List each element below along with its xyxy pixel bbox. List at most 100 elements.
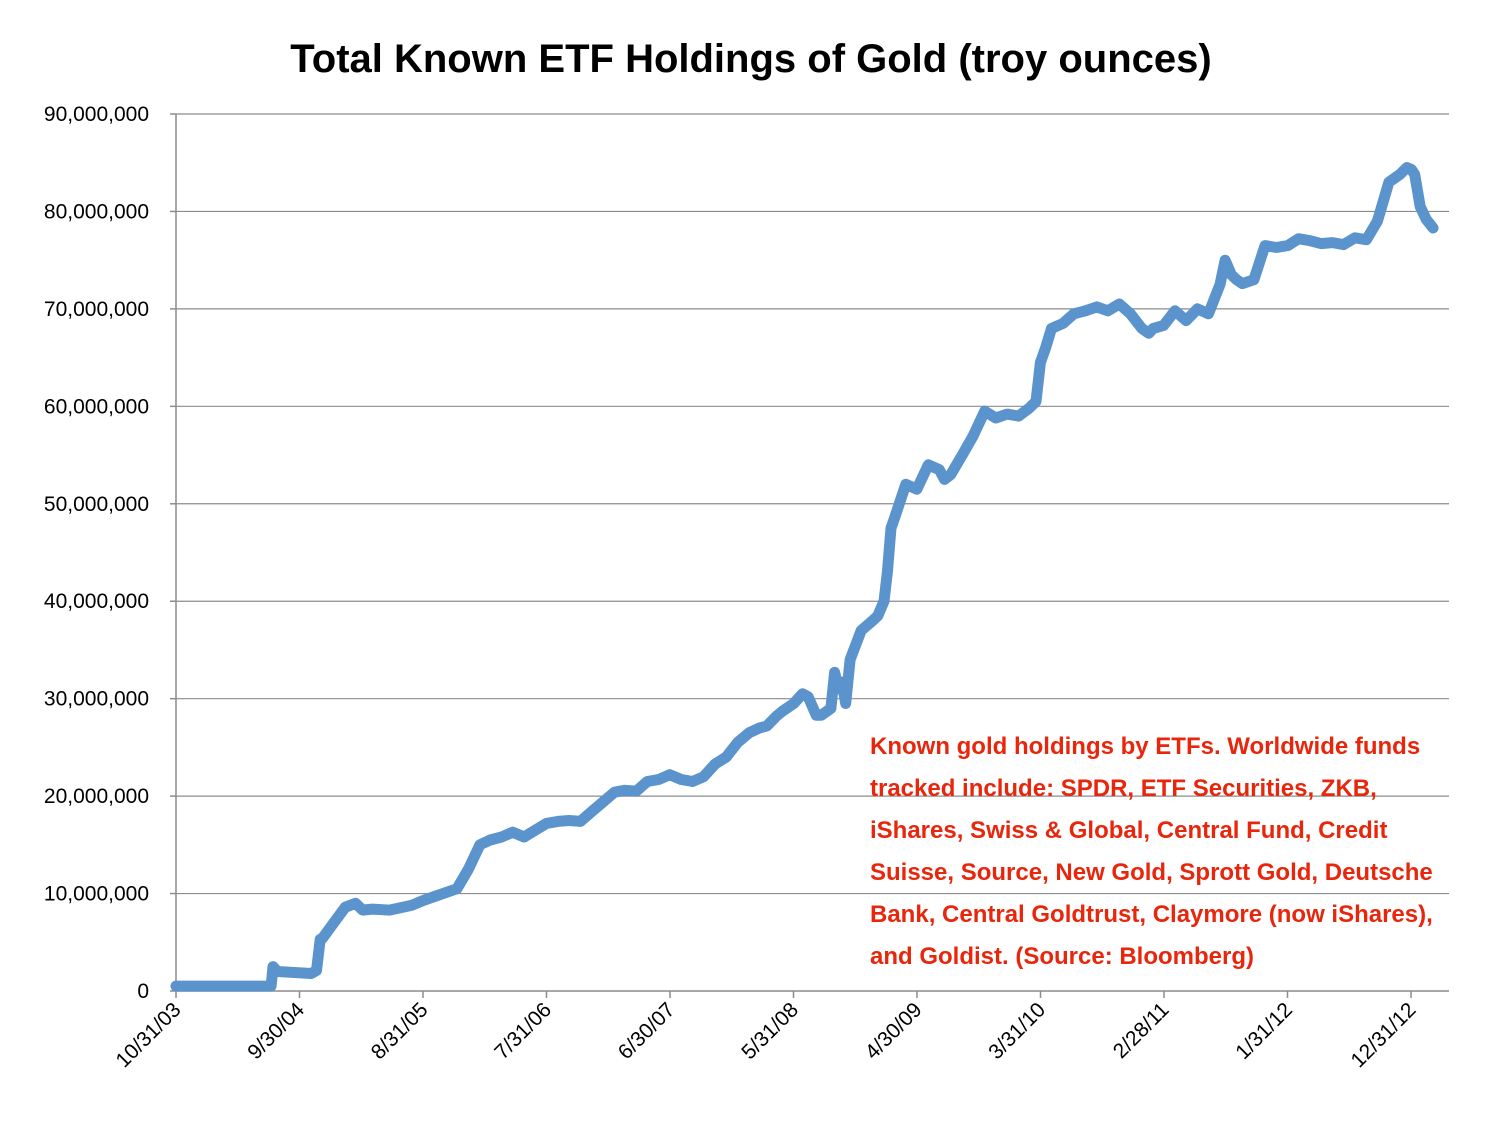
data-point <box>1094 304 1099 309</box>
data-point <box>1341 242 1346 247</box>
data-point <box>875 613 880 618</box>
data-point <box>1375 219 1380 224</box>
y-tick-label: 30,000,000 <box>44 688 149 711</box>
data-point <box>533 828 538 833</box>
data-point <box>1409 167 1414 172</box>
x-tick-label: 8/31/05 <box>367 998 433 1064</box>
x-tick-label: 12/31/12 <box>1346 998 1420 1072</box>
data-point <box>832 670 837 675</box>
data-point <box>421 898 426 903</box>
data-point <box>1263 243 1267 248</box>
data-point <box>174 984 178 989</box>
data-point <box>370 907 375 912</box>
data-point <box>892 516 897 521</box>
data-point <box>701 774 706 779</box>
data-point <box>271 964 275 969</box>
data-point <box>757 725 762 730</box>
data-point <box>903 482 908 487</box>
data-point <box>477 842 482 847</box>
data-point <box>612 790 617 795</box>
y-tick-label: 50,000,000 <box>44 493 149 516</box>
x-tick-label: 10/31/03 <box>111 998 185 1072</box>
data-point <box>634 789 639 794</box>
y-tick-label: 0 <box>137 980 149 1003</box>
data-point <box>806 694 811 699</box>
data-point <box>320 936 325 941</box>
x-tick-label: 5/31/08 <box>737 998 803 1064</box>
data-point <box>1195 306 1200 311</box>
data-point <box>870 618 875 623</box>
data-point <box>1117 302 1122 306</box>
data-point <box>942 477 947 482</box>
data-point <box>1105 308 1110 313</box>
data-point <box>780 709 785 714</box>
data-point <box>814 713 819 718</box>
data-point <box>713 762 718 766</box>
data-point <box>1424 217 1429 222</box>
data-point <box>544 821 549 826</box>
data-point <box>1319 241 1323 246</box>
data-point <box>1016 414 1021 419</box>
data-point <box>1285 243 1290 248</box>
data-point <box>1083 308 1088 313</box>
data-point <box>960 453 965 458</box>
chart-annotation: Known gold holdings by ETFs. Worldwide f… <box>870 733 1433 970</box>
data-point <box>645 779 650 784</box>
y-tick-label: 40,000,000 <box>44 590 149 613</box>
data-point <box>1404 165 1409 170</box>
data-point <box>601 800 605 804</box>
data-point <box>982 409 987 414</box>
data-point <box>622 788 627 793</box>
data-point <box>679 777 684 782</box>
data-point <box>466 867 471 872</box>
data-point <box>828 706 833 711</box>
data-point <box>353 901 358 906</box>
data-point <box>331 920 336 925</box>
y-axis-tick-labels: 0 10,000,000 20,000,000 30,000,000 40,000,00… <box>44 103 149 1003</box>
data-point <box>1240 281 1245 286</box>
y-tick-label: 80,000,000 <box>44 200 149 223</box>
y-tick-label: 70,000,000 <box>44 298 149 321</box>
data-point <box>1418 204 1423 209</box>
data-point <box>1223 258 1228 263</box>
data-point <box>1251 277 1256 282</box>
chart-title: Total Known ETF Holdings of Gold (troy o… <box>290 37 1211 81</box>
x-tick-label: 7/31/06 <box>490 998 556 1064</box>
data-point <box>1027 406 1031 411</box>
data-point <box>800 691 805 696</box>
data-point <box>1386 180 1391 185</box>
data-point <box>275 969 280 974</box>
data-point <box>1151 326 1156 331</box>
data-point <box>510 830 515 835</box>
data-point <box>1274 245 1279 250</box>
data-point <box>971 433 976 438</box>
data-point <box>882 599 886 604</box>
y-tick-label: 60,000,000 <box>44 395 149 418</box>
x-tick-label: 4/30/09 <box>861 998 927 1064</box>
x-axis-tick-labels: 10/31/03 9/30/04 8/31/05 7/31/06 6/30/07 5/31… <box>111 998 1420 1072</box>
data-point <box>774 714 779 719</box>
data-point <box>885 570 890 574</box>
data-point <box>343 905 348 910</box>
data-point <box>1397 172 1402 177</box>
data-point <box>309 971 314 976</box>
data-point <box>1139 326 1144 331</box>
data-point <box>836 686 841 691</box>
data-point <box>1229 272 1234 277</box>
data-point <box>791 701 796 706</box>
data-point <box>1352 235 1357 240</box>
data-point <box>848 657 853 662</box>
data-point <box>1005 412 1010 417</box>
data-point <box>859 628 864 633</box>
x-tick-label: 2/28/11 <box>1109 998 1174 1063</box>
data-point <box>889 526 893 531</box>
data-point <box>1330 240 1335 245</box>
data-point <box>819 713 824 718</box>
data-point <box>1038 360 1043 365</box>
data-point <box>1060 321 1065 326</box>
data-point <box>1034 399 1038 404</box>
data-point <box>1049 326 1054 331</box>
data-point <box>387 908 392 913</box>
data-point <box>567 818 572 823</box>
data-point <box>269 984 274 989</box>
